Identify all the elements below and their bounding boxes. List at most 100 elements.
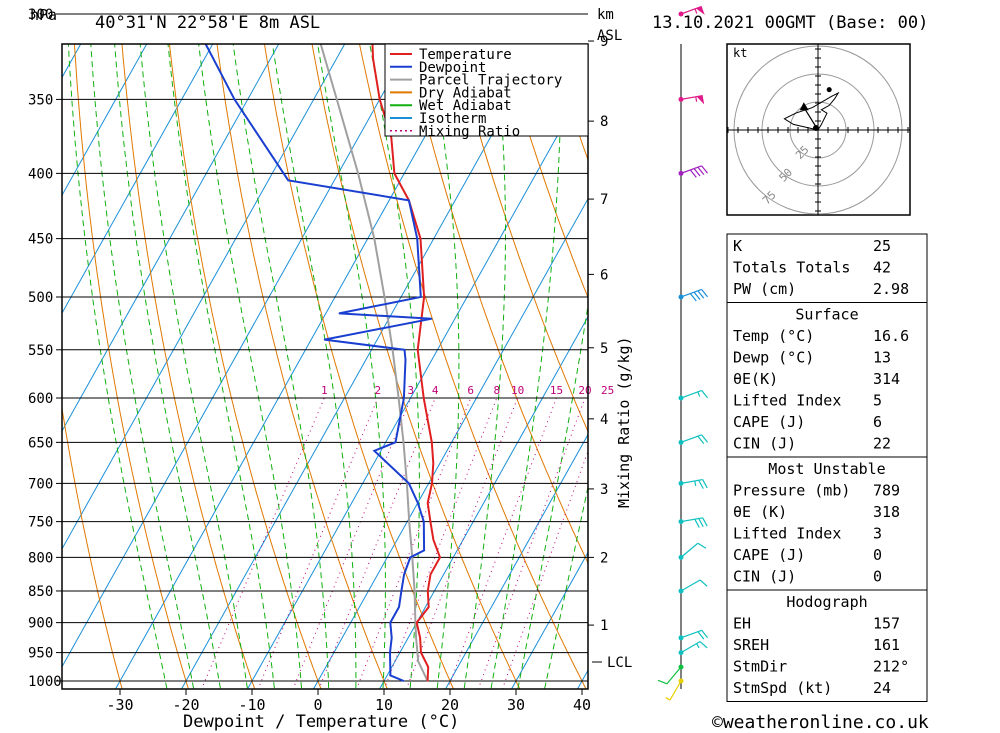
data-point: [394, 441, 397, 443]
wind-barb: [678, 641, 708, 656]
mixing-ratio-label: 20: [578, 384, 591, 397]
wind-barb-full: [693, 168, 701, 177]
dry-adiabat-line: [62, 405, 123, 689]
mixing-ratio-label: 10: [511, 384, 524, 397]
data-point: [390, 137, 392, 139]
index-label: K: [733, 237, 742, 255]
pressure-tick-label: 950: [28, 646, 53, 662]
pressure-tick-label: 750: [28, 515, 53, 531]
pressure-tick-label: 650: [28, 435, 53, 451]
km-label: km: [597, 7, 614, 23]
data-point: [398, 397, 400, 399]
isobars: [62, 13, 588, 682]
wind-barb-staff: [669, 680, 682, 701]
wet-adiabat-line: [317, 44, 386, 689]
data-point: [408, 482, 410, 484]
pressure-tick-label: 500: [28, 290, 53, 306]
data-point: [392, 349, 394, 351]
index-value: 314: [873, 370, 900, 388]
data-point: [373, 450, 375, 452]
wet-adiabat-line: [429, 44, 460, 689]
data-point: [408, 521, 410, 523]
data-point: [429, 573, 432, 576]
index-value: 42: [873, 259, 891, 277]
pressure-tick-label: 600: [28, 391, 53, 407]
dry-adiabat-line: [454, 44, 588, 433]
pressure-tick-label: 400: [28, 166, 53, 182]
legend-label: Temperature: [419, 47, 512, 63]
mixing-ratio-line: [201, 397, 325, 689]
height-tick-label: 3: [600, 482, 608, 498]
wind-barb-half: [665, 697, 671, 701]
plot-frame: [61, 43, 589, 690]
wind-barb-half: [694, 8, 698, 14]
index-value: 13: [873, 349, 891, 367]
wind-barb-staff: [680, 5, 702, 15]
index-value: 5: [873, 392, 882, 410]
wind-barb-staff: [680, 165, 702, 174]
temp-tick-label: 20: [441, 696, 459, 714]
index-label: CIN (J): [733, 568, 796, 586]
wind-barb-full: [689, 169, 697, 178]
wind-barb-half: [697, 391, 701, 397]
pressure-tick-label: 450: [28, 232, 53, 248]
wet-adiabat-line: [517, 302, 588, 689]
wind-barb-staff: [680, 434, 702, 443]
wet-adiabat-line: [167, 44, 275, 689]
index-value: 25: [873, 237, 891, 255]
hodograph-top-point: [826, 87, 832, 93]
height-tick-label: 2: [600, 550, 608, 566]
legend-label: Dewpoint: [419, 60, 486, 76]
isotherm-line: [62, 44, 214, 315]
data-point: [432, 539, 434, 541]
data-point: [336, 98, 338, 100]
wind-barb-full: [698, 479, 704, 489]
index-label: Dewp (°C): [733, 349, 814, 367]
wet-adiabat-line: [369, 44, 420, 689]
height-tick-label: 6: [600, 267, 608, 283]
wind-barb-full: [701, 289, 709, 298]
mixing-ratio-line: [477, 397, 586, 689]
legend-label: Wet Adiabat: [419, 98, 512, 114]
data-point: [372, 57, 374, 59]
wind-barb-staff: [680, 629, 702, 639]
dry-adiabat-line: [73, 44, 189, 689]
wind-barb: [678, 478, 708, 489]
index-label: Pressure (mb): [733, 482, 850, 500]
dry-adiabat-line: [988, 0, 1000, 708]
data-point: [233, 98, 236, 100]
mixing-ratio-label: 15: [550, 384, 563, 397]
hodograph-table-title: Hodograph: [786, 593, 867, 611]
data-point: [417, 349, 419, 351]
profiles: [204, 44, 442, 682]
wind-barb-full: [693, 291, 701, 301]
height-tick-label: 7: [600, 192, 608, 208]
surface-table-title: Surface: [795, 306, 858, 324]
mixing-ratio-label: 2: [374, 384, 381, 397]
wind-barb-staff: [666, 666, 682, 685]
index-label: CAPE (J): [733, 546, 805, 564]
data-point: [379, 98, 381, 100]
index-label: StmDir: [733, 658, 787, 676]
wind-barb-full: [699, 579, 708, 587]
dry-adiabat-line: [121, 44, 256, 689]
wind-barb-full: [698, 518, 704, 528]
temp-tick-label: 40: [573, 696, 591, 714]
wet-adiabat-line: [67, 44, 168, 689]
asl-label: ASL: [597, 28, 622, 44]
wind-barb: [678, 517, 708, 528]
data-point: [403, 680, 405, 682]
index-label: Totals Totals: [733, 259, 850, 277]
dry-adiabat-line: [359, 44, 587, 689]
hodograph-table-box: [726, 589, 928, 702]
wind-barb: [678, 542, 707, 560]
dry-adiabat-line: [942, 0, 1000, 708]
wet-adiabat-line: [463, 44, 506, 689]
data-point: [402, 441, 405, 443]
storm-motion-vector: [803, 106, 819, 131]
data-point: [409, 556, 411, 559]
isotherm-line: [62, 44, 280, 433]
index-value: 16.6: [873, 327, 909, 345]
data-point: [338, 312, 340, 314]
